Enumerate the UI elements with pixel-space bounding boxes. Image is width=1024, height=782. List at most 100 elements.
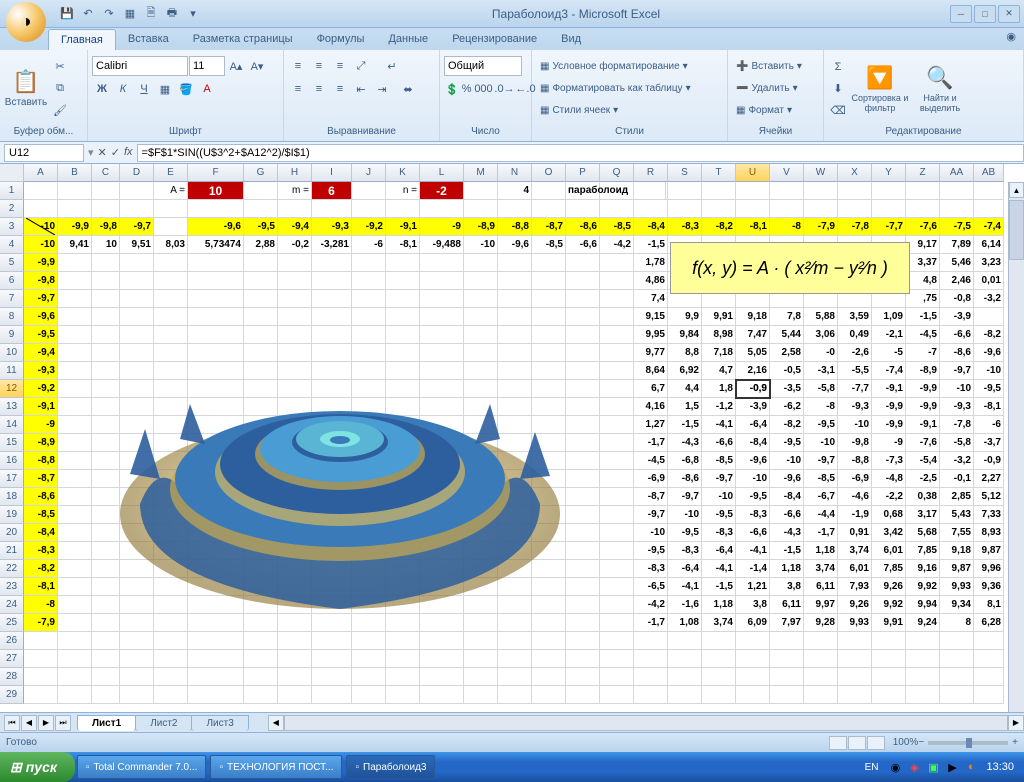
col-header-H[interactable]: H (278, 164, 312, 182)
shrink-font-icon[interactable]: A▾ (247, 56, 267, 76)
sheet-next-icon[interactable]: ▶ (38, 715, 54, 731)
cell-AA6[interactable]: 2,46 (940, 272, 974, 290)
cell-D28[interactable] (120, 668, 154, 686)
cell-I12[interactable] (312, 380, 352, 398)
cell-X9[interactable]: 0,49 (838, 326, 872, 344)
cell-D11[interactable] (120, 362, 154, 380)
cell-C28[interactable] (92, 668, 120, 686)
cell-J22[interactable] (352, 560, 386, 578)
cell-O13[interactable] (532, 398, 566, 416)
cell-U10[interactable]: 5,05 (736, 344, 770, 362)
cell-I11[interactable] (312, 362, 352, 380)
cell-M6[interactable] (464, 272, 498, 290)
cell-U17[interactable]: -10 (736, 470, 770, 488)
cell-O21[interactable] (532, 542, 566, 560)
cell-AA8[interactable]: -3,9 (940, 308, 974, 326)
cell-selected[interactable]: -0,9 (736, 380, 770, 398)
cell-AB25[interactable]: 6,28 (974, 614, 1004, 632)
row-header-13[interactable]: 13 (0, 398, 24, 416)
cell-I4[interactable]: -3,281 (312, 236, 352, 254)
cell-Q16[interactable] (600, 452, 634, 470)
close-button[interactable]: ✕ (998, 5, 1020, 23)
cell-I19[interactable] (312, 506, 352, 524)
cell-S11[interactable]: 6,92 (668, 362, 702, 380)
cell-D8[interactable] (120, 308, 154, 326)
cell-Z21[interactable]: 7,85 (906, 542, 940, 560)
cell-I22[interactable] (312, 560, 352, 578)
cell-Q20[interactable] (600, 524, 634, 542)
cell-L29[interactable] (420, 686, 464, 704)
cell-N28[interactable] (498, 668, 532, 686)
cell-J10[interactable] (352, 344, 386, 362)
cell-E24[interactable] (154, 596, 188, 614)
cell-D7[interactable] (120, 290, 154, 308)
cell-E23[interactable] (154, 578, 188, 596)
cell-M18[interactable] (464, 488, 498, 506)
cell-Y11[interactable]: -7,4 (872, 362, 906, 380)
cell-T14[interactable]: -4,1 (702, 416, 736, 434)
cell-Y26[interactable] (872, 632, 906, 650)
cell-C25[interactable] (92, 614, 120, 632)
cell-M28[interactable] (464, 668, 498, 686)
cell-AA18[interactable]: 2,85 (940, 488, 974, 506)
cell-AA21[interactable]: 9,18 (940, 542, 974, 560)
cell-E25[interactable] (154, 614, 188, 632)
cell-G13[interactable] (244, 398, 278, 416)
ribbon-tab-6[interactable]: Вид (549, 29, 593, 50)
cell-J15[interactable] (352, 434, 386, 452)
cell-J29[interactable] (352, 686, 386, 704)
cell-P27[interactable] (566, 650, 600, 668)
cell-S10[interactable]: 8,8 (668, 344, 702, 362)
cell-Y3[interactable]: -7,7 (872, 218, 906, 236)
cell-P18[interactable] (566, 488, 600, 506)
cell-Q12[interactable] (600, 380, 634, 398)
cell-H26[interactable] (278, 632, 312, 650)
cell-J7[interactable] (352, 290, 386, 308)
cell-F13[interactable] (188, 398, 244, 416)
cell-AB15[interactable]: -3,7 (974, 434, 1004, 452)
cell-N27[interactable] (498, 650, 532, 668)
cell-G20[interactable] (244, 524, 278, 542)
cell-G10[interactable] (244, 344, 278, 362)
currency-icon[interactable]: 💲 (444, 79, 460, 99)
cell-O19[interactable] (532, 506, 566, 524)
row-header-17[interactable]: 17 (0, 470, 24, 488)
cell-F16[interactable] (188, 452, 244, 470)
format-as-table-button[interactable]: ▦ Форматировать как таблицу ▾ (536, 79, 723, 99)
cell-K22[interactable] (386, 560, 420, 578)
tray-icon-2[interactable]: ◈ (906, 759, 922, 775)
cell-D2[interactable] (120, 200, 154, 218)
cell-C22[interactable] (92, 560, 120, 578)
tray-icon-5[interactable]: ◐ (963, 759, 979, 775)
cell-D26[interactable] (120, 632, 154, 650)
cell-I15[interactable] (312, 434, 352, 452)
cell-A23[interactable]: -8,1 (24, 578, 58, 596)
cell-R11[interactable]: 8,64 (634, 362, 668, 380)
col-header-Y[interactable]: Y (872, 164, 906, 182)
cell-E2[interactable] (154, 200, 188, 218)
cell-I29[interactable] (312, 686, 352, 704)
cell-AB2[interactable] (974, 200, 1004, 218)
cell-A20[interactable]: -8,4 (24, 524, 58, 542)
cell-P20[interactable] (566, 524, 600, 542)
cell-M17[interactable] (464, 470, 498, 488)
col-header-W[interactable]: W (804, 164, 838, 182)
cell-B20[interactable] (58, 524, 92, 542)
align-bottom-icon[interactable]: ≡ (330, 56, 350, 76)
cell-P13[interactable] (566, 398, 600, 416)
cell-Z15[interactable]: -7,6 (906, 434, 940, 452)
cell-D25[interactable] (120, 614, 154, 632)
cell-X19[interactable]: -1,9 (838, 506, 872, 524)
cell-W3[interactable]: -7,9 (804, 218, 838, 236)
row-header-29[interactable]: 29 (0, 686, 24, 704)
cell-Y23[interactable]: 9,26 (872, 578, 906, 596)
cell-AB21[interactable]: 9,87 (974, 542, 1004, 560)
cell-G4[interactable]: 2,88 (244, 236, 278, 254)
cell-C23[interactable] (92, 578, 120, 596)
col-header-I[interactable]: I (312, 164, 352, 182)
formula-input[interactable]: =$F$1*SIN((U$3^2+$A12^2)/$I$1) (137, 144, 1024, 162)
cell-B29[interactable] (58, 686, 92, 704)
cell-H19[interactable] (278, 506, 312, 524)
cell-E11[interactable] (154, 362, 188, 380)
cell-P6[interactable] (566, 272, 600, 290)
